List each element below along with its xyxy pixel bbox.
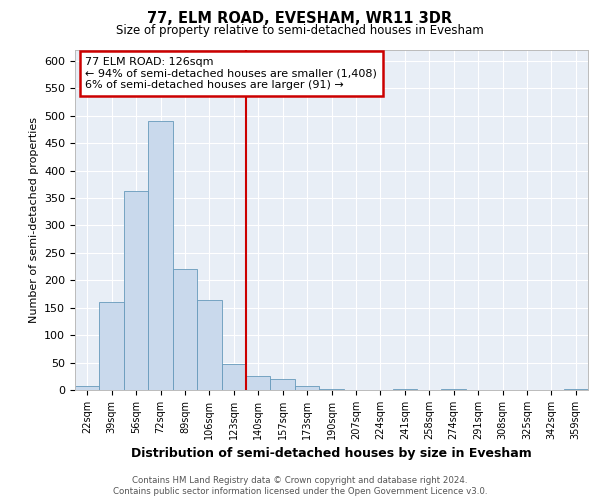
X-axis label: Distribution of semi-detached houses by size in Evesham: Distribution of semi-detached houses by …: [131, 448, 532, 460]
Bar: [100, 302, 124, 390]
Text: Size of property relative to semi-detached houses in Evesham: Size of property relative to semi-detach…: [116, 24, 484, 37]
Bar: [295, 386, 319, 390]
Text: 77, ELM ROAD, EVESHAM, WR11 3DR: 77, ELM ROAD, EVESHAM, WR11 3DR: [148, 11, 452, 26]
Bar: [173, 270, 197, 390]
Bar: [197, 300, 221, 390]
Text: Contains HM Land Registry data © Crown copyright and database right 2024.: Contains HM Land Registry data © Crown c…: [132, 476, 468, 485]
Text: Contains public sector information licensed under the Open Government Licence v3: Contains public sector information licen…: [113, 487, 487, 496]
Bar: [221, 364, 246, 390]
Bar: [75, 386, 100, 390]
Bar: [148, 122, 173, 390]
Bar: [319, 389, 344, 390]
Bar: [246, 376, 271, 390]
Text: 77 ELM ROAD: 126sqm
← 94% of semi-detached houses are smaller (1,408)
6% of semi: 77 ELM ROAD: 126sqm ← 94% of semi-detach…: [85, 57, 377, 90]
Bar: [271, 379, 295, 390]
Bar: [124, 191, 148, 390]
Y-axis label: Number of semi-detached properties: Number of semi-detached properties: [29, 117, 38, 323]
